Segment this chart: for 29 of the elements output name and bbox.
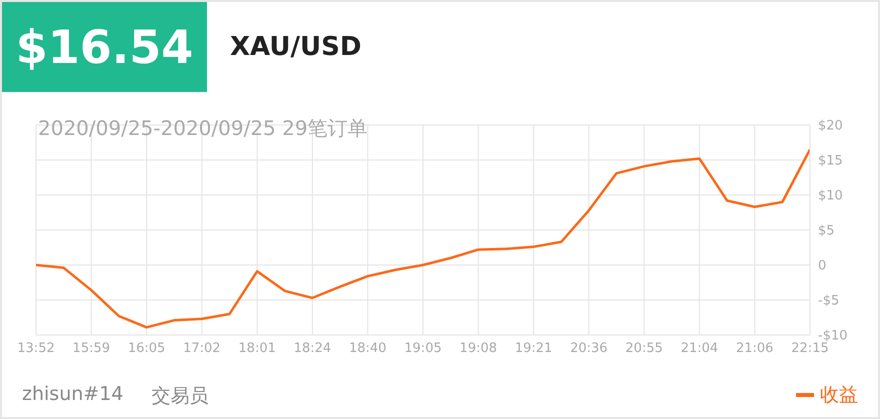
- line-series: [36, 148, 810, 329]
- y-tick-label: -$10: [818, 328, 848, 344]
- x-tick-label: 19:05: [404, 341, 442, 356]
- x-tick-label: 19:08: [460, 341, 498, 356]
- x-tick-label: 20:36: [570, 341, 608, 356]
- chart-subtitle: XAU/USD: [230, 32, 362, 62]
- x-tick-label: 22:15: [791, 341, 829, 356]
- x-tick-label: 18:40: [348, 341, 386, 356]
- x-tick-label: 17:02: [183, 341, 221, 356]
- y-tick-label: $10: [818, 188, 843, 204]
- x-tick-label: 20:55: [625, 341, 663, 356]
- x-tick-label: 18:01: [238, 341, 276, 356]
- y-tick-label: $20: [818, 118, 843, 134]
- x-tick-label: 16:05: [128, 341, 166, 356]
- y-tick-label: 0: [818, 258, 826, 274]
- x-tick-label: 13:52: [17, 341, 55, 356]
- y-tick-label: -$5: [818, 294, 840, 309]
- x-tick-label: 21:06: [736, 341, 774, 356]
- x-tick-label: 18:24: [294, 341, 332, 356]
- x-tick-label: 15:59: [72, 341, 110, 356]
- x-tick-label: 19:21: [514, 341, 552, 356]
- y-tick-label: $5: [818, 224, 835, 239]
- x-tick-label: 21:04: [680, 341, 718, 356]
- chart-title: $16.54: [2, 2, 207, 92]
- y-tick-label: $15: [818, 154, 843, 169]
- text: 交易员: [151, 384, 208, 409]
- text: zhisun#14: [22, 383, 124, 407]
- legend-label: 收益: [819, 383, 858, 408]
- annotation: 2020/09/25-2020/09/25 29笔订单: [38, 115, 368, 142]
